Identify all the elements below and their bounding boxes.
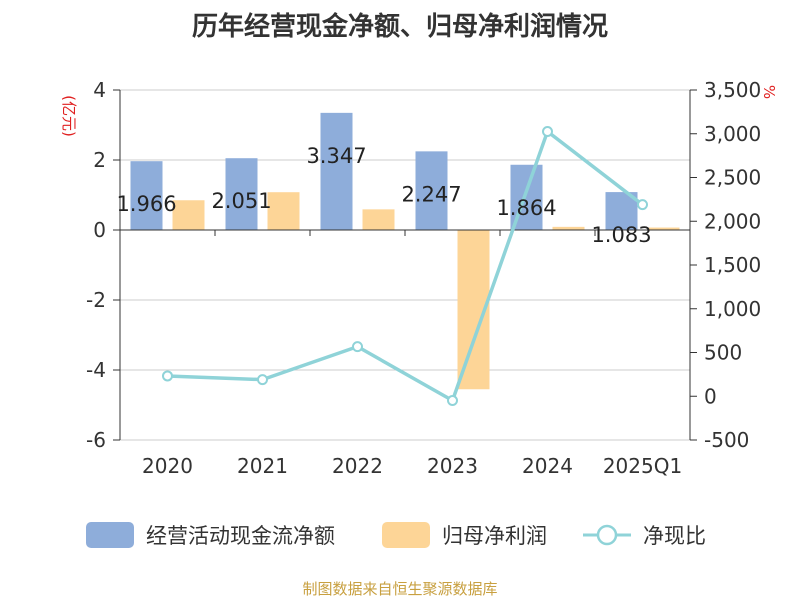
cash-flow-data-label: 2.051 bbox=[211, 189, 271, 213]
net-profit-bar bbox=[362, 209, 395, 230]
right-axis-tick-label: 1,500 bbox=[704, 253, 761, 277]
legend-item-net-profit[interactable]: 归母净利润 bbox=[382, 517, 547, 553]
category-label: 2021 bbox=[237, 454, 288, 478]
cash-flow-data-label: 3.347 bbox=[306, 144, 366, 168]
legend-label-net-profit: 归母净利润 bbox=[442, 524, 547, 548]
category-label: 2025Q1 bbox=[603, 454, 682, 478]
ratio-point bbox=[542, 125, 553, 137]
cash-flow-bar bbox=[225, 158, 258, 230]
ratio-point bbox=[637, 199, 648, 211]
legend-swatch-net-profit bbox=[382, 522, 430, 548]
ratio-line bbox=[167, 129, 644, 403]
data-labels: 1.966 2.051 3.347 2.247 1.864 1.083 bbox=[116, 144, 651, 247]
cash-flow-data-label: 1.083 bbox=[591, 223, 651, 247]
right-axis-tick-label: 2,000 bbox=[704, 209, 761, 233]
left-axis-tick-label: -4 bbox=[86, 358, 106, 382]
category-label: 2023 bbox=[427, 454, 478, 478]
right-axis-unit: % bbox=[760, 85, 778, 99]
cash-flow-data-label: 2.247 bbox=[401, 182, 461, 206]
legend-item-cash-flow[interactable]: 经营活动现金流净额 bbox=[86, 517, 335, 553]
cash-flow-bar bbox=[320, 112, 353, 230]
ratio-point bbox=[447, 395, 458, 407]
net-profit-bar bbox=[647, 227, 680, 230]
axes: -6 -4 -2 0 2 4 -500 0 500 1,000 1,500 2,000 2,500 3,0… bbox=[86, 78, 761, 478]
bar-series bbox=[130, 112, 680, 390]
right-axis-tick-label: 500 bbox=[704, 341, 742, 365]
source-note: 制图数据来自恒生聚源数据库 bbox=[302, 580, 498, 598]
right-axis-tick-label: -500 bbox=[704, 428, 749, 452]
legend-swatch-cash-flow bbox=[86, 522, 134, 548]
right-axis-tick-label: 3,000 bbox=[704, 122, 761, 146]
cash-flow-data-label: 1.966 bbox=[116, 192, 176, 216]
legend-swatch-ratio bbox=[583, 524, 631, 546]
cash-flow-bar bbox=[130, 161, 163, 230]
right-axis-tick-label: 2,500 bbox=[704, 166, 761, 190]
category-label: 2022 bbox=[332, 454, 383, 478]
right-axis-tick-label: 1,000 bbox=[704, 297, 761, 321]
category-label: 2024 bbox=[522, 454, 573, 478]
legend: 经营活动现金流净额 归母净利润 净现比 bbox=[0, 517, 800, 553]
ratio-point bbox=[162, 370, 173, 382]
legend-item-ratio[interactable]: 净现比 bbox=[583, 517, 706, 553]
net-profit-bar bbox=[552, 226, 585, 230]
chart-title: 历年经营现金净额、归母净利润情况 bbox=[191, 12, 608, 42]
grid-lines bbox=[120, 89, 690, 441]
ratio-point bbox=[352, 341, 363, 353]
category-label: 2020 bbox=[142, 454, 193, 478]
legend-label-ratio: 净现比 bbox=[643, 524, 706, 548]
left-axis-tick-label: -6 bbox=[86, 428, 106, 452]
right-axis-tick-label: 0 bbox=[704, 384, 717, 408]
ratio-point bbox=[257, 374, 268, 386]
left-axis-tick-label: 0 bbox=[93, 218, 106, 242]
net-profit-bar bbox=[267, 192, 300, 230]
chart-canvas: -6 -4 -2 0 2 4 -500 0 500 1,000 1,500 2,000 2,500 3,0… bbox=[60, 78, 778, 478]
cash-flow-data-label: 1.864 bbox=[496, 196, 556, 220]
left-axis-tick-label: -2 bbox=[86, 288, 106, 312]
legend-label-cash-flow: 经营活动现金流净额 bbox=[146, 524, 335, 548]
cash-flow-bar bbox=[415, 151, 448, 230]
right-axis-tick-label: 3,500 bbox=[704, 78, 761, 102]
left-axis-tick-label: 4 bbox=[93, 78, 106, 102]
left-axis-unit: (亿元) bbox=[60, 95, 78, 137]
ratio-line-series bbox=[162, 125, 648, 407]
left-axis-tick-label: 2 bbox=[93, 148, 106, 172]
net-profit-bar bbox=[172, 200, 205, 230]
